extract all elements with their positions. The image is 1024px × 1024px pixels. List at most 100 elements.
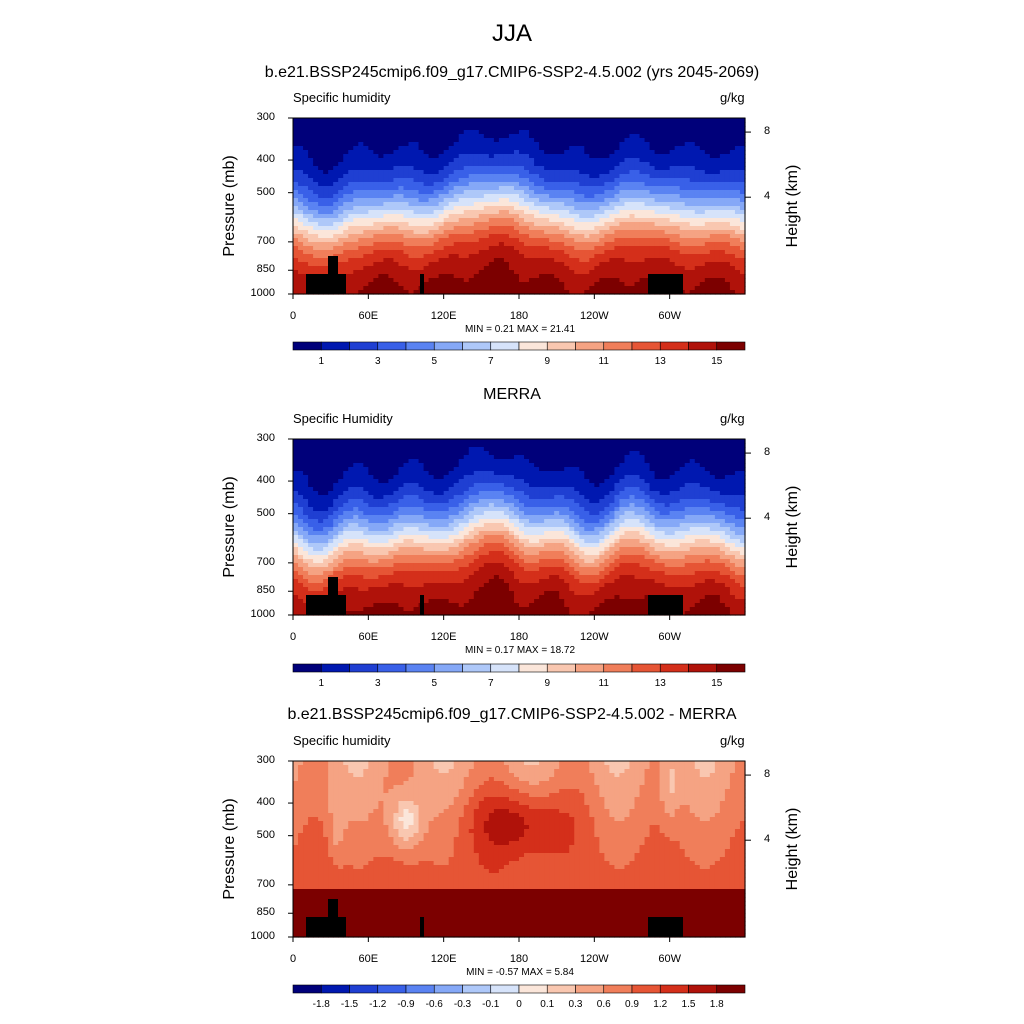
contour-cell bbox=[408, 154, 415, 159]
contour-cell bbox=[529, 455, 535, 460]
contour-cell bbox=[664, 282, 671, 287]
contour-cell bbox=[629, 174, 636, 179]
contour-cell bbox=[654, 190, 661, 195]
contour-cell bbox=[559, 242, 565, 247]
contour-cell bbox=[298, 471, 304, 476]
contour-cell bbox=[353, 162, 359, 167]
contour-cell bbox=[418, 154, 425, 159]
contour-cell bbox=[398, 186, 405, 191]
contour-cell bbox=[393, 190, 400, 195]
contour-cell bbox=[458, 270, 465, 275]
contour-cell bbox=[398, 134, 405, 139]
contour-cell bbox=[629, 166, 636, 171]
contour-cell bbox=[539, 262, 545, 267]
contour-cell bbox=[719, 154, 726, 159]
contour-cell bbox=[729, 278, 736, 283]
contour-cell bbox=[534, 122, 540, 127]
contour-cell bbox=[609, 138, 616, 143]
contour-cell bbox=[739, 142, 746, 147]
contour-cell bbox=[403, 130, 410, 135]
contour-cell bbox=[694, 451, 701, 456]
contour-cell bbox=[333, 138, 339, 143]
contour-cell bbox=[704, 226, 711, 231]
contour-cell bbox=[328, 190, 334, 195]
contour-cell bbox=[448, 182, 455, 187]
contour-cell bbox=[368, 443, 374, 448]
contour-cell bbox=[318, 178, 324, 183]
contour-cell bbox=[438, 154, 445, 159]
contour-cell bbox=[634, 274, 641, 279]
contour-cell bbox=[669, 262, 676, 267]
contour-cell bbox=[488, 202, 495, 207]
contour-cell bbox=[343, 274, 349, 279]
contour-cell bbox=[353, 150, 359, 155]
contour-cell bbox=[659, 126, 666, 131]
contour-cell bbox=[328, 254, 334, 259]
contour-cell bbox=[549, 122, 555, 127]
contour-cell bbox=[498, 194, 505, 199]
contour-cell bbox=[709, 170, 716, 175]
contour-cell bbox=[669, 190, 676, 195]
contour-cell bbox=[493, 230, 500, 235]
contour-cell bbox=[624, 238, 631, 243]
contour-cell bbox=[594, 154, 600, 159]
contour-cell bbox=[378, 459, 384, 464]
contour-cell bbox=[298, 206, 304, 211]
contour-cell bbox=[388, 467, 395, 472]
contour-cell bbox=[689, 194, 696, 199]
contour-cell bbox=[448, 459, 455, 464]
contour-cell bbox=[564, 254, 570, 259]
contour-cell bbox=[368, 250, 374, 255]
contour-cell bbox=[438, 182, 445, 187]
contour-cell bbox=[689, 182, 696, 187]
contour-cell bbox=[423, 463, 430, 468]
contour-cell bbox=[483, 246, 490, 251]
contour-cell bbox=[513, 174, 520, 179]
contour-cell bbox=[438, 262, 445, 267]
contour-cell bbox=[519, 190, 525, 195]
contour-cell bbox=[408, 242, 415, 247]
contour-cell bbox=[463, 222, 470, 227]
contour-cell bbox=[524, 234, 530, 239]
contour-cell bbox=[408, 174, 415, 179]
contour-cell bbox=[303, 198, 309, 203]
contour-cell bbox=[298, 242, 304, 247]
contour-cell bbox=[433, 158, 440, 163]
contour-cell bbox=[654, 282, 661, 287]
contour-cell bbox=[338, 194, 344, 199]
contour-cell bbox=[739, 190, 746, 195]
contour-cell bbox=[328, 186, 334, 191]
contour-cell bbox=[308, 186, 314, 191]
contour-cell bbox=[714, 210, 721, 215]
contour-cell bbox=[529, 146, 535, 151]
contour-cell bbox=[714, 475, 721, 480]
contour-cell bbox=[348, 238, 354, 243]
contour-cell bbox=[398, 282, 405, 287]
contour-cell bbox=[664, 262, 671, 267]
contour-cell bbox=[609, 206, 616, 211]
contour-cell bbox=[604, 226, 610, 231]
contour-cell bbox=[513, 138, 520, 143]
contour-cell bbox=[488, 467, 495, 472]
contour-cell bbox=[333, 471, 339, 476]
contour-cell bbox=[368, 459, 374, 464]
contour-cell bbox=[408, 471, 415, 476]
contour-cell bbox=[403, 202, 410, 207]
contour-cell bbox=[303, 274, 309, 279]
contour-cell bbox=[438, 206, 445, 211]
contour-cell bbox=[298, 134, 304, 139]
contour-cell bbox=[704, 170, 711, 175]
contour-cell bbox=[473, 278, 480, 283]
contour-cell bbox=[689, 230, 696, 235]
contour-cell bbox=[348, 230, 354, 235]
contour-cell bbox=[594, 190, 600, 195]
contour-cell bbox=[378, 242, 384, 247]
contour-cell bbox=[363, 455, 369, 460]
contour-cell bbox=[719, 126, 726, 131]
contour-cell bbox=[634, 194, 641, 199]
contour-cell bbox=[739, 118, 746, 123]
contour-cell bbox=[313, 154, 319, 159]
contour-cell bbox=[709, 286, 716, 291]
contour-cell bbox=[709, 443, 716, 448]
contour-cell bbox=[599, 254, 605, 259]
